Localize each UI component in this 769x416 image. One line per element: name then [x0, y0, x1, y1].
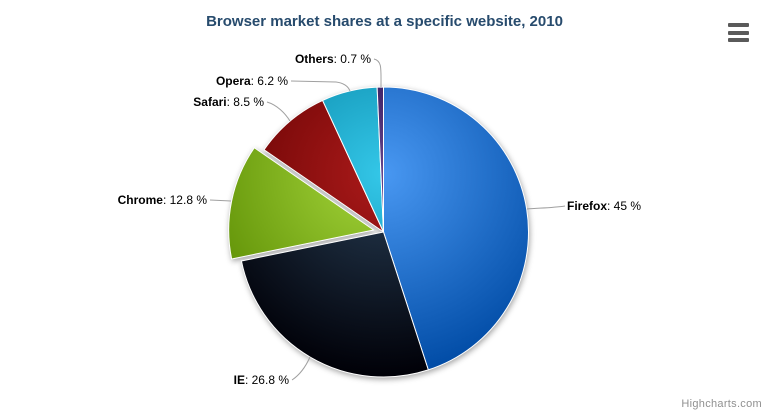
data-label-connector [290, 80, 351, 92]
data-label-connector [266, 101, 291, 122]
pie-slice-others[interactable] [376, 86, 384, 233]
pie-data-label-firefox: Firefox: 45 % [567, 199, 641, 213]
pie-slice-firefox[interactable] [383, 86, 529, 371]
pie-slice-chrome[interactable] [228, 147, 375, 260]
credits-link[interactable]: Highcharts.com [681, 398, 762, 410]
pie-data-label-chrome: Chrome: 12.8 % [118, 193, 207, 207]
data-label-connector [291, 356, 311, 381]
pie-slice-ie[interactable] [240, 231, 429, 378]
pie-data-label-others: Others: 0.7 % [295, 52, 371, 66]
hamburger-icon [728, 23, 749, 42]
slice-value: : 45 % [607, 199, 642, 213]
slice-value: : 26.8 % [244, 373, 289, 387]
slice-name: IE [233, 373, 245, 387]
slice-name: Firefox [567, 199, 608, 213]
slice-name: Others [294, 52, 334, 66]
slice-value: : 12.8 % [162, 193, 207, 207]
context-menu-button[interactable] [725, 19, 752, 46]
slice-value: : 0.7 % [333, 52, 371, 66]
chart-title: Browser market shares at a specific webs… [206, 13, 563, 30]
slice-name: Safari [193, 95, 227, 109]
data-label-connector [526, 205, 566, 210]
slice-name: Chrome [117, 193, 163, 207]
slice-value: : 6.2 % [250, 74, 288, 88]
pie-data-label-ie: IE: 26.8 % [234, 373, 289, 387]
slice-name: Opera [215, 74, 251, 88]
data-label-connector [373, 58, 382, 88]
pie-data-label-opera: Opera: 6.2 % [216, 74, 288, 88]
pie-data-label-safari: Safari: 8.5 % [193, 95, 264, 109]
data-label-connector [209, 199, 232, 202]
slice-value: : 8.5 % [226, 95, 264, 109]
